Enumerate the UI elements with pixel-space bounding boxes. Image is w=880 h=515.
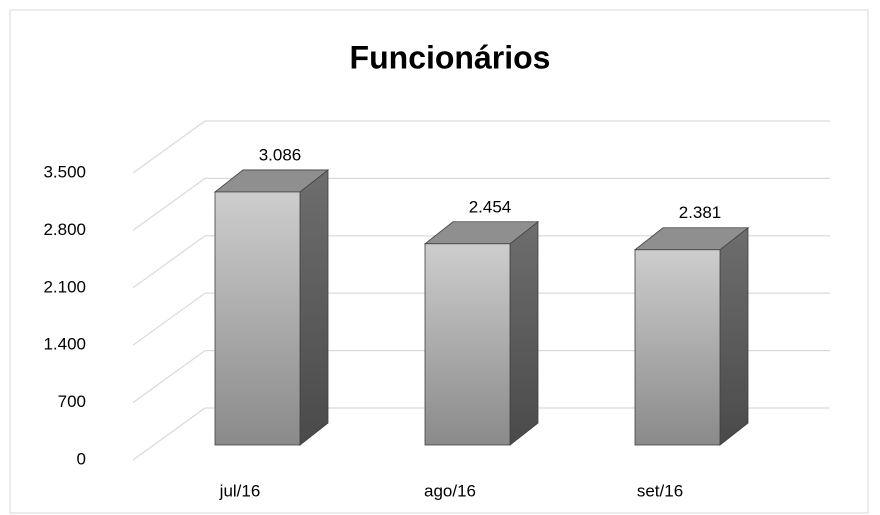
bar-side xyxy=(719,226,749,446)
bar xyxy=(214,191,301,446)
x-tick-label: ago/16 xyxy=(424,481,476,500)
data-label: 3.086 xyxy=(259,145,302,164)
y-tick-label: 1.400 xyxy=(43,335,86,354)
grid-line xyxy=(132,350,206,404)
chart-title: Funcionários xyxy=(350,39,551,75)
bar xyxy=(634,249,721,446)
x-tick-label: set/16 xyxy=(637,481,683,500)
grid-line xyxy=(132,235,206,289)
y-tick-label: 3.500 xyxy=(43,162,86,181)
grid-line xyxy=(132,177,206,231)
y-tick-label: 700 xyxy=(58,392,86,411)
x-tick-label: jul/16 xyxy=(219,481,261,500)
bar-side xyxy=(299,169,329,446)
bar xyxy=(424,243,511,446)
grid-line xyxy=(132,120,206,174)
grid-line xyxy=(132,407,206,461)
data-label: 2.454 xyxy=(469,197,512,216)
y-tick-label: 2.100 xyxy=(43,277,86,296)
bar-side xyxy=(509,220,539,446)
y-tick-label: 0 xyxy=(77,449,86,468)
grid-line xyxy=(132,292,206,346)
y-tick-label: 2.800 xyxy=(43,220,86,239)
data-label: 2.381 xyxy=(679,203,722,222)
